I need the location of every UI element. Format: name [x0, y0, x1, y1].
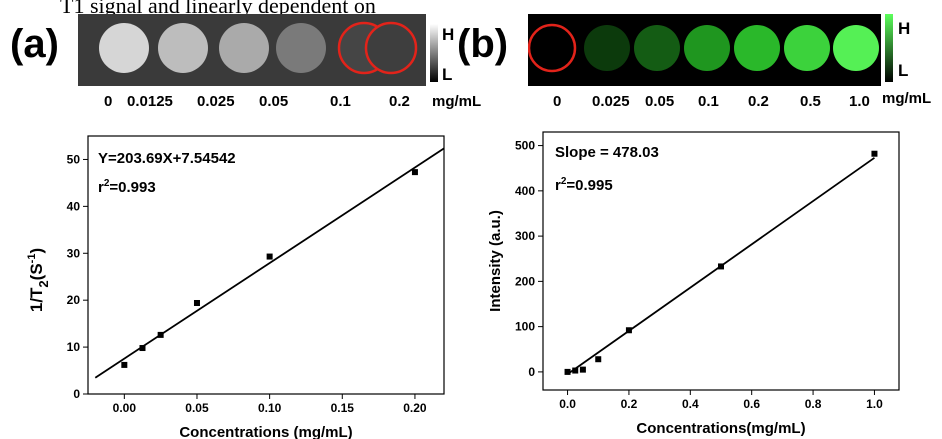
r-squared-label: r2=0.995 [555, 176, 613, 194]
y-axis-label: 1/T2(S-1) [26, 248, 51, 312]
concentration-label: 0.025 [592, 93, 630, 110]
x-tick-label: 0.8 [805, 397, 822, 411]
y-tick-label: 30 [67, 246, 81, 260]
data-point [139, 345, 146, 352]
x-tick-label: 0.0 [559, 397, 576, 411]
data-point [157, 331, 164, 338]
panel-b-unit: mg/mL [882, 90, 932, 107]
y-tick-label: 0 [528, 365, 535, 379]
y-tick-label: 50 [67, 152, 81, 166]
data-point [193, 299, 200, 306]
concentration-label: 0.1 [698, 93, 719, 110]
data-point [266, 253, 273, 260]
plot-frame [87, 135, 445, 395]
concentration-label: 0.2 [389, 93, 410, 110]
y-tick-label: 10 [67, 340, 81, 354]
data-point [625, 327, 632, 334]
x-axis-label: Concentrations (mg/mL) [179, 424, 352, 439]
concentration-label: 0 [553, 93, 562, 110]
green-scale-bar [885, 14, 893, 82]
sample-well [833, 25, 879, 71]
concentration-label: 0.2 [748, 93, 769, 110]
data-point [411, 169, 418, 176]
y-tick-label: 300 [515, 229, 535, 243]
concentration-label: 0.0125 [127, 93, 173, 110]
sample-well [584, 25, 630, 71]
y-tick-label: 200 [515, 274, 535, 288]
sample-well [364, 21, 418, 75]
concentration-label: 0.5 [800, 93, 821, 110]
sample-well [634, 25, 680, 71]
caption-fragment: T1 signal and linearly dependent on [60, 0, 376, 18]
y-tick-label: 40 [67, 199, 81, 213]
x-tick-label: 0.00 [113, 401, 137, 415]
concentration-label: 0.1 [330, 93, 351, 110]
data-point [579, 366, 586, 373]
concentration-label: 0.05 [259, 93, 289, 110]
x-tick-label: 0.05 [185, 401, 209, 415]
concentration-label: 0.025 [197, 93, 235, 110]
t2-relaxivity-chart: 0.00 0.05 0.10 0.15 0.20 0 10 20 30 40 50 Concentra… [26, 135, 445, 439]
sample-well [684, 25, 730, 71]
panel-a-image-strip: H L [78, 14, 454, 86]
data-point [121, 361, 128, 368]
concentration-label: 1.0 [849, 93, 870, 110]
concentration-label: 0.05 [645, 93, 675, 110]
svg-text:1/T2(S-1): 1/T2(S-1) [26, 248, 51, 312]
data-point [564, 368, 571, 375]
x-axis-label: Concentrations(mg/mL) [636, 420, 805, 437]
x-tick-label: 0.4 [682, 397, 699, 411]
data-point [871, 150, 878, 157]
concentration-label: 0 [104, 93, 113, 110]
y-tick-label: 0 [73, 387, 80, 401]
fit-equation: Y=203.69X+7.54542 [98, 150, 236, 167]
sample-well [158, 23, 208, 73]
y-axis-label: Intensity (a.u.) [487, 210, 504, 312]
panel-b-label: (b) [457, 22, 509, 66]
gray-scale-bar [430, 24, 438, 82]
x-tick-label: 0.2 [621, 397, 638, 411]
x-tick-label: 0.10 [258, 401, 282, 415]
slope-label: Slope = 478.03 [555, 144, 659, 161]
y-tick-label: 500 [515, 139, 535, 153]
data-point [595, 356, 602, 363]
plot-frame [542, 131, 900, 391]
panel-a-label: (a) [10, 22, 59, 66]
r-squared-label: r2=0.993 [98, 178, 156, 196]
sample-well [276, 23, 326, 73]
sample-well [99, 23, 149, 73]
sample-well [734, 25, 780, 71]
fluorescence-intensity-chart: 0.0 0.2 0.4 0.6 0.8 1.0 0 100 200 300 400 500 Concen… [487, 131, 900, 437]
scale-high-label: H [898, 19, 910, 38]
x-tick-label: 0.6 [743, 397, 760, 411]
scale-low-label: L [898, 61, 908, 80]
y-tick-label: 400 [515, 184, 535, 198]
sample-well [219, 23, 269, 73]
data-point [718, 263, 724, 270]
y-tick-label: 100 [515, 320, 535, 334]
x-tick-label: 1.0 [866, 397, 883, 411]
sample-well [528, 23, 577, 73]
sample-well [784, 25, 830, 71]
data-point [572, 367, 579, 374]
panel-b-image-strip: H L [528, 14, 910, 86]
scale-high-label: H [442, 25, 454, 44]
panel-a-unit: mg/mL [432, 93, 482, 110]
scale-low-label: L [442, 65, 452, 84]
y-tick-label: 20 [67, 293, 81, 307]
x-tick-label: 0.20 [403, 401, 427, 415]
fit-line [94, 147, 445, 379]
x-tick-label: 0.15 [331, 401, 355, 415]
